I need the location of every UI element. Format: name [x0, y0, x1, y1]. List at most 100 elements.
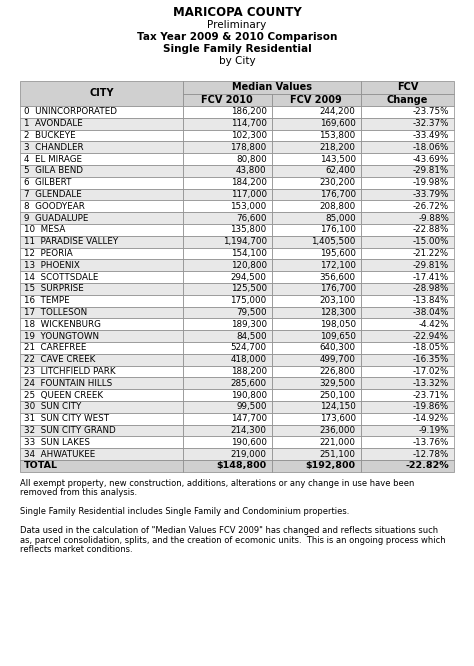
Bar: [183, 425, 272, 436]
Text: -16.35%: -16.35%: [413, 355, 449, 364]
Text: -38.04%: -38.04%: [412, 308, 449, 317]
Text: -15.00%: -15.00%: [412, 237, 449, 246]
Bar: [272, 330, 361, 342]
Bar: [183, 413, 272, 425]
Bar: [183, 378, 272, 389]
Text: 99,500: 99,500: [236, 402, 267, 412]
Text: -4.42%: -4.42%: [419, 320, 449, 329]
Bar: [361, 248, 454, 259]
Text: 178,800: 178,800: [230, 143, 267, 152]
Text: 499,700: 499,700: [319, 355, 356, 364]
Bar: [361, 94, 454, 106]
Bar: [272, 460, 361, 472]
Text: as, parcel consolidation, splits, and the creation of ecomonic units.  This is a: as, parcel consolidation, splits, and th…: [20, 536, 446, 545]
Text: 175,000: 175,000: [230, 296, 267, 305]
Text: -23.75%: -23.75%: [412, 107, 449, 117]
Text: 17  TOLLESON: 17 TOLLESON: [24, 308, 87, 317]
Text: FCV: FCV: [397, 83, 418, 93]
Text: 125,500: 125,500: [230, 284, 267, 294]
Text: 198,050: 198,050: [319, 320, 356, 329]
Bar: [361, 425, 454, 436]
Text: -14.92%: -14.92%: [413, 414, 449, 423]
Text: 3  CHANDLER: 3 CHANDLER: [24, 143, 83, 152]
Text: 285,600: 285,600: [230, 379, 267, 388]
Text: 18  WICKENBURG: 18 WICKENBURG: [24, 320, 101, 329]
Bar: [183, 354, 272, 366]
Text: -9.19%: -9.19%: [419, 426, 449, 435]
Text: 1  AVONDALE: 1 AVONDALE: [24, 119, 83, 128]
Bar: [361, 176, 454, 188]
Bar: [20, 81, 183, 106]
Bar: [361, 413, 454, 425]
Text: Preliminary: Preliminary: [207, 20, 266, 30]
Bar: [183, 176, 272, 188]
Text: -12.78%: -12.78%: [413, 450, 449, 459]
Text: by City: by City: [219, 56, 255, 66]
Bar: [361, 330, 454, 342]
Bar: [20, 413, 183, 425]
Bar: [361, 212, 454, 224]
Text: 176,700: 176,700: [319, 190, 356, 199]
Text: 33  SUN LAKES: 33 SUN LAKES: [24, 438, 90, 447]
Text: 25  QUEEN CREEK: 25 QUEEN CREEK: [24, 390, 103, 400]
Bar: [183, 271, 272, 283]
Text: 114,700: 114,700: [231, 119, 267, 128]
Bar: [20, 425, 183, 436]
Text: -19.98%: -19.98%: [413, 178, 449, 187]
Bar: [361, 224, 454, 236]
Bar: [272, 448, 361, 460]
Text: 34  AHWATUKEE: 34 AHWATUKEE: [24, 450, 95, 459]
Text: 24  FOUNTAIN HILLS: 24 FOUNTAIN HILLS: [24, 379, 112, 388]
Text: 226,800: 226,800: [319, 367, 356, 376]
Bar: [183, 141, 272, 153]
Text: 15  SURPRISE: 15 SURPRISE: [24, 284, 84, 294]
Bar: [183, 130, 272, 141]
Bar: [20, 236, 183, 248]
Text: FCV 2009: FCV 2009: [291, 95, 342, 105]
Bar: [361, 141, 454, 153]
Text: Single Family Residential: Single Family Residential: [163, 44, 311, 54]
Text: TOTAL: TOTAL: [24, 462, 58, 470]
Text: 117,000: 117,000: [230, 190, 267, 199]
Text: 173,600: 173,600: [319, 414, 356, 423]
Text: -13.84%: -13.84%: [413, 296, 449, 305]
Text: 32  SUN CITY GRAND: 32 SUN CITY GRAND: [24, 426, 116, 435]
Text: 214,300: 214,300: [231, 426, 267, 435]
Text: CITY: CITY: [89, 89, 114, 99]
Bar: [20, 224, 183, 236]
Text: 120,800: 120,800: [230, 261, 267, 270]
Bar: [361, 354, 454, 366]
Bar: [183, 306, 272, 318]
Bar: [361, 295, 454, 306]
Text: 219,000: 219,000: [231, 450, 267, 459]
Bar: [361, 378, 454, 389]
Text: 21  CAREFREE: 21 CAREFREE: [24, 344, 86, 352]
Bar: [272, 366, 361, 378]
Bar: [272, 224, 361, 236]
Bar: [183, 389, 272, 401]
Text: MARICOPA COUNTY: MARICOPA COUNTY: [173, 5, 301, 19]
Bar: [183, 401, 272, 413]
Text: -18.06%: -18.06%: [413, 143, 449, 152]
Bar: [20, 141, 183, 153]
Text: 153,000: 153,000: [230, 202, 267, 211]
Text: -21.22%: -21.22%: [413, 249, 449, 258]
Bar: [20, 153, 183, 165]
Bar: [20, 283, 183, 295]
Bar: [361, 106, 454, 118]
Text: -28.98%: -28.98%: [413, 284, 449, 294]
Bar: [183, 436, 272, 448]
Text: 31  SUN CITY WEST: 31 SUN CITY WEST: [24, 414, 109, 423]
Text: -17.41%: -17.41%: [413, 272, 449, 282]
Text: 218,200: 218,200: [319, 143, 356, 152]
Bar: [183, 366, 272, 378]
Bar: [272, 130, 361, 141]
Bar: [272, 165, 361, 176]
Text: 524,700: 524,700: [230, 344, 267, 352]
Bar: [361, 366, 454, 378]
Text: 186,200: 186,200: [231, 107, 267, 117]
Bar: [361, 165, 454, 176]
Bar: [272, 236, 361, 248]
Bar: [272, 248, 361, 259]
Bar: [272, 295, 361, 306]
